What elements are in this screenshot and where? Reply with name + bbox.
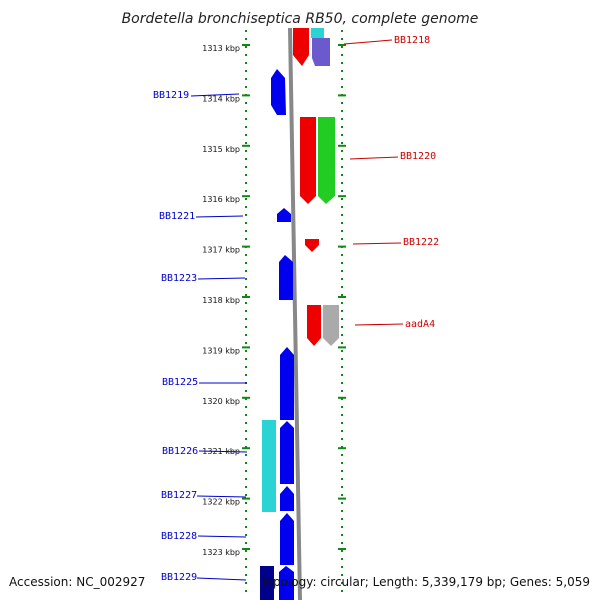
label-aada4[interactable]: aadA4 (405, 319, 435, 330)
label-bb1222[interactable]: BB1222 (403, 237, 439, 248)
ruler-tick-label: 1319 kbp (202, 346, 240, 355)
label-bb1220[interactable]: BB1220 (400, 151, 436, 162)
ruler-tick-label: 1320 kbp (202, 397, 240, 406)
gene-cyan-top[interactable] (311, 28, 324, 38)
ruler-tick-label: 1315 kbp (202, 145, 240, 154)
leader-bb1219 (190, 93, 240, 97)
gene-bb1221[interactable] (277, 208, 291, 222)
ruler-tick-label: 1314 kbp (202, 94, 240, 103)
leader-aada4 (354, 323, 404, 326)
left-gene-labels: BB1219 BB1221 BB1223 BB1225 BB1226 BB122… (153, 90, 198, 583)
label-bb1227[interactable]: BB1227 (161, 490, 197, 501)
ruler-lines (245, 30, 343, 598)
label-bb1225[interactable]: BB1225 (162, 377, 198, 388)
leader-bb1229 (196, 577, 247, 581)
gene-gray-aada4[interactable] (323, 305, 339, 346)
topology-text: Topology: circular; Length: 5,339,179 bp… (259, 575, 590, 589)
ruler-tick-label: 1316 kbp (202, 195, 240, 204)
ruler-tick-label: 1323 kbp (202, 548, 240, 557)
right-gene-labels: BB1218 BB1220 BB1222 aadA4 (394, 35, 439, 330)
gene-bb1218[interactable] (293, 28, 309, 66)
gene-green-1220[interactable] (318, 117, 335, 204)
gene-aada4[interactable] (307, 305, 321, 346)
leader-bb1228 (197, 535, 247, 538)
leader-bb1222 (352, 242, 402, 245)
ruler-tick-label: 1318 kbp (202, 296, 240, 305)
label-bb1219[interactable]: BB1219 (153, 90, 189, 101)
label-bb1228[interactable]: BB1228 (161, 531, 197, 542)
label-bb1229[interactable]: BB1229 (161, 572, 197, 583)
label-bb1226[interactable]: BB1226 (162, 446, 198, 457)
leader-bb1220 (349, 156, 399, 160)
label-leaders (190, 39, 404, 581)
gene-bb1219[interactable] (271, 69, 286, 115)
leader-bb1218 (343, 39, 393, 45)
ruler-tick-label: 1322 kbp (202, 498, 240, 507)
leader-bb1226 (198, 450, 248, 453)
accession-text: Accession: NC_002927 (9, 575, 145, 589)
gene-bb1222[interactable] (305, 239, 319, 252)
leader-bb1221 (195, 215, 244, 218)
gene-bb1220[interactable] (300, 117, 316, 204)
gene-bb1228[interactable] (280, 513, 294, 565)
genome-backbone (288, 27, 302, 600)
gene-purple-top[interactable] (312, 38, 330, 66)
label-bb1221[interactable]: BB1221 (159, 211, 195, 222)
label-bb1223[interactable]: BB1223 (161, 273, 197, 284)
map-title: Bordetella bronchiseptica RB50, complete… (122, 11, 479, 27)
gene-bb1229-dark[interactable] (260, 566, 274, 600)
gene-bb1229[interactable] (279, 566, 294, 600)
gene-bb1225[interactable] (280, 347, 294, 420)
gene-bb1226[interactable] (280, 421, 294, 484)
leader-bb1227 (196, 495, 247, 498)
label-bb1218[interactable]: BB1218 (394, 35, 430, 46)
gene-cyan-1226[interactable] (262, 420, 276, 512)
ruler-tick-label: 1317 kbp (202, 246, 240, 255)
gene-bb1227[interactable] (280, 486, 294, 511)
leader-bb1223 (197, 277, 246, 280)
gene-tracks (260, 28, 339, 600)
ruler-tick-label: 1313 kbp (202, 44, 240, 53)
gene-bb1223[interactable] (279, 255, 293, 300)
